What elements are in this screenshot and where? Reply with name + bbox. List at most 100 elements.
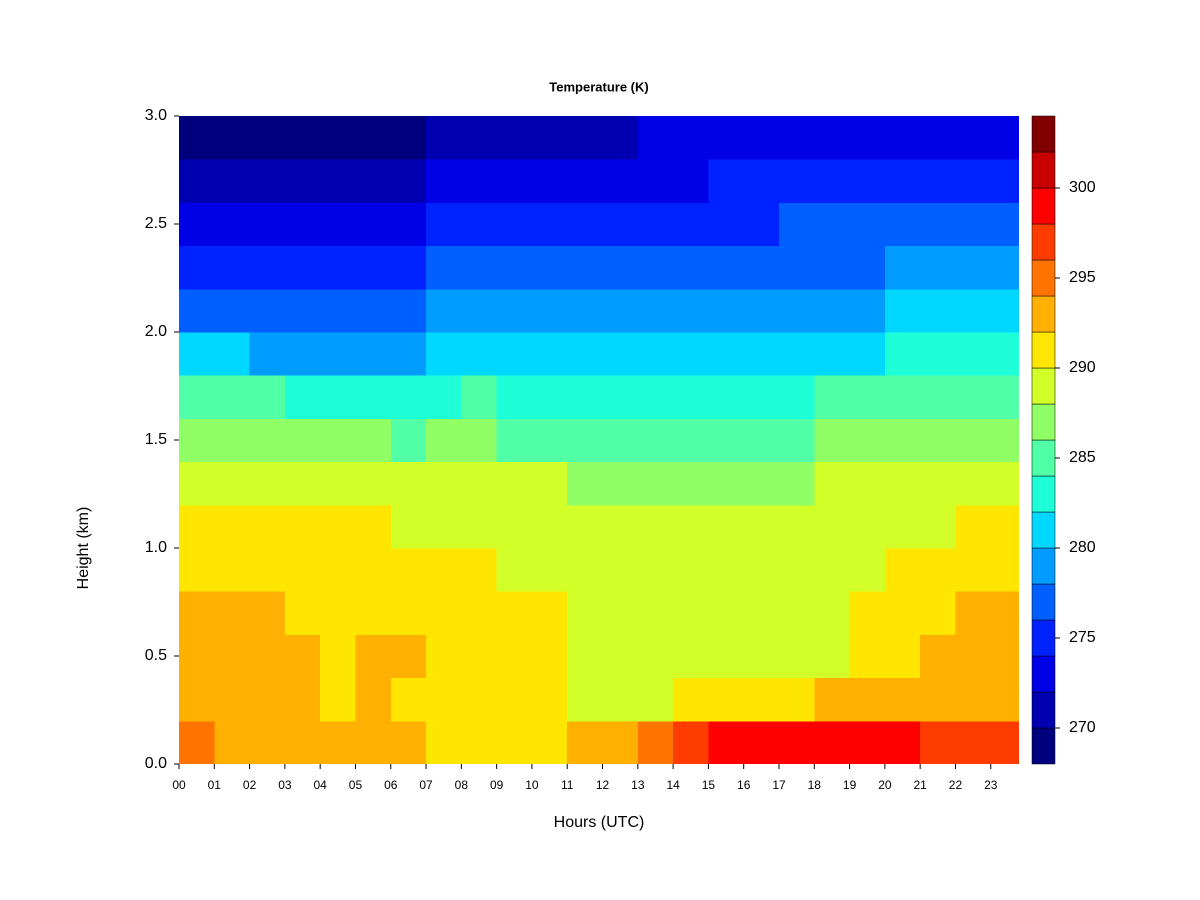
heat-cell — [955, 202, 992, 247]
heat-cell — [779, 591, 815, 635]
heat-cell — [249, 591, 286, 635]
heat-cell — [637, 159, 674, 203]
heat-cell — [884, 202, 921, 247]
heat-cell — [496, 720, 533, 764]
heat-cell — [214, 548, 251, 592]
colorbar-bin — [1031, 439, 1056, 477]
heat-cell — [920, 634, 956, 679]
heat-cell — [249, 677, 286, 722]
heat-cell — [390, 461, 427, 506]
heat-cell — [461, 375, 498, 419]
heat-cell — [531, 288, 568, 333]
heat-cell — [249, 504, 286, 549]
heat-cell — [461, 159, 498, 203]
heat-cell — [673, 461, 709, 506]
heat-cell — [249, 375, 286, 419]
heat-cell — [320, 375, 356, 419]
x-tick-label: 11 — [561, 778, 574, 792]
heat-cell — [602, 677, 639, 722]
heat-cell — [320, 332, 356, 376]
heat-cell — [214, 677, 251, 722]
heat-cell — [496, 288, 533, 333]
heat-cell — [849, 720, 886, 764]
heat-cell — [743, 375, 780, 419]
heat-cell — [673, 159, 709, 203]
heat-cell — [284, 461, 321, 506]
heat-cell — [743, 245, 780, 290]
x-tick-label: 23 — [984, 778, 998, 792]
heat-cell — [496, 504, 533, 549]
heat-cell — [426, 504, 462, 549]
heat-cell — [708, 418, 745, 463]
x-tick-label: 12 — [596, 778, 610, 792]
heat-cell — [673, 288, 709, 333]
heat-cell — [355, 504, 392, 549]
heat-cell — [567, 591, 604, 635]
heat-cell — [955, 504, 992, 549]
heat-cell — [920, 288, 956, 333]
heat-cell — [849, 504, 886, 549]
heat-cell — [673, 375, 709, 419]
x-tick-label: 03 — [278, 778, 292, 792]
heat-cell — [955, 418, 992, 463]
heat-cell — [496, 548, 533, 592]
heat-cell — [214, 375, 251, 419]
heat-cell — [779, 504, 815, 549]
heat-cell — [602, 332, 639, 376]
heat-cell — [179, 116, 215, 160]
heat-cell — [849, 461, 886, 506]
heat-cell — [955, 461, 992, 506]
heat-cell — [567, 634, 604, 679]
heat-cell — [673, 504, 709, 549]
heat-cell — [779, 548, 815, 592]
heat-cell — [284, 245, 321, 290]
heat-cell — [567, 332, 604, 376]
colorbar-bin — [1031, 115, 1056, 153]
heat-cell — [531, 245, 568, 290]
heat-cell — [179, 548, 215, 592]
heat-cell — [990, 245, 1019, 290]
heat-cell — [849, 332, 886, 376]
x-tick-label: 06 — [384, 778, 398, 792]
heat-cell — [355, 720, 392, 764]
heat-cell — [708, 245, 745, 290]
heat-cell — [284, 159, 321, 203]
heat-cell — [920, 720, 956, 764]
heat-cell — [920, 375, 956, 419]
heat-cell — [179, 418, 215, 463]
heat-cell — [637, 504, 674, 549]
heat-cell — [249, 116, 286, 160]
heat-cell — [179, 591, 215, 635]
heat-cell — [990, 461, 1019, 506]
heat-cell — [884, 245, 921, 290]
y-tick-label: 0.0 — [145, 755, 167, 772]
heat-cell — [779, 677, 815, 722]
heat-cell — [531, 720, 568, 764]
heat-cell — [461, 332, 498, 376]
heatmap — [179, 116, 1019, 764]
heat-cell — [355, 116, 392, 160]
heat-cell — [567, 504, 604, 549]
heat-cell — [637, 245, 674, 290]
heat-cell — [355, 245, 392, 290]
heat-cell — [249, 245, 286, 290]
heat-cell — [531, 332, 568, 376]
heat-cell — [320, 720, 356, 764]
heat-cell — [955, 634, 992, 679]
heat-cell — [990, 548, 1019, 592]
colorbar-bin — [1031, 187, 1056, 225]
heat-cell — [990, 375, 1019, 419]
colorbar-bin — [1031, 295, 1056, 333]
heat-cell — [708, 288, 745, 333]
heat-cell — [249, 332, 286, 376]
heat-cell — [531, 116, 568, 160]
heat-cell — [426, 461, 462, 506]
heat-cell — [390, 288, 427, 333]
heat-cell — [284, 548, 321, 592]
colorbar-tick-label: 270 — [1069, 719, 1096, 736]
heat-cell — [814, 202, 851, 247]
colorbar-bin — [1031, 583, 1056, 621]
heat-cell — [284, 418, 321, 463]
heat-cell — [673, 116, 709, 160]
heat-cell — [214, 591, 251, 635]
